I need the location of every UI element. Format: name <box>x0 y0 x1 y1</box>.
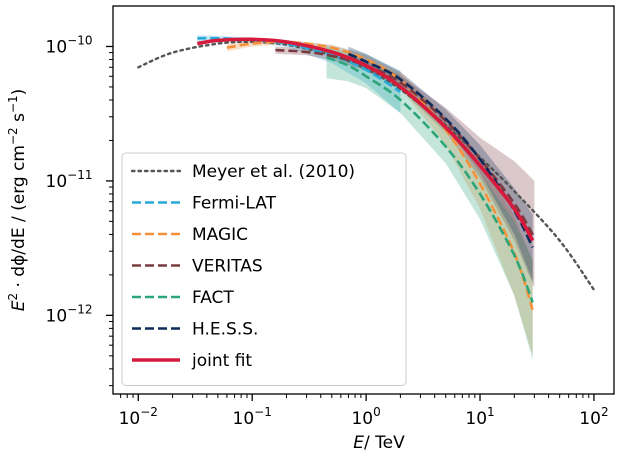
x-tick-label: 100 <box>351 405 380 429</box>
joint-fit-line <box>197 37 535 242</box>
h-e-s-s-line <box>347 52 534 249</box>
legend: Meyer et al. (2010) Fermi-LAT MAGIC VERITAS… <box>121 152 407 386</box>
x-tick-label: 101 <box>465 405 494 429</box>
fact-line <box>326 56 534 303</box>
fact-band <box>326 46 533 360</box>
y-tick-label: 10−11 <box>46 168 93 192</box>
x-tick-label: 10−2 <box>119 405 158 429</box>
legend-label-fact: FACT <box>192 288 234 308</box>
series-lines <box>137 36 596 311</box>
legend-label-fermi-lat: Fermi-LAT <box>192 194 277 214</box>
legend-label-magic: MAGIC <box>192 225 248 245</box>
y-tick-label: 10−12 <box>46 302 93 326</box>
x-tick-label: 10−1 <box>233 405 272 429</box>
y-tick-label: 10−10 <box>46 33 93 57</box>
magic-line <box>226 40 534 311</box>
veritas-line <box>275 48 536 239</box>
legend-label-h-e-s-s: H.E.S.S. <box>192 320 258 340</box>
x-axis-label: E/ TeV <box>353 433 405 453</box>
legend-box <box>121 152 407 386</box>
y-axis-label: E2 · dϕ/dE / (erg cm−2 s−1) <box>6 89 29 312</box>
legend-label-joint-fit: joint fit <box>191 351 252 371</box>
fermi-lat-line <box>197 36 402 93</box>
plot-frame <box>112 5 615 395</box>
x-tick-label: 102 <box>579 405 608 429</box>
legend-label-veritas: VERITAS <box>192 257 263 277</box>
legend-label-meyer-et-al-2010: Meyer et al. (2010) <box>192 162 355 182</box>
axis-ticks: 10−2 10−1 100 101 102 10−12 10−11 10−10 <box>46 33 609 429</box>
